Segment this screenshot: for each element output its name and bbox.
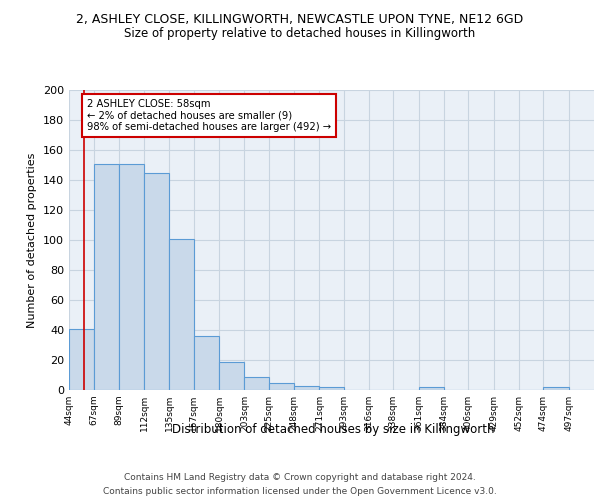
Text: Distribution of detached houses by size in Killingworth: Distribution of detached houses by size … — [172, 422, 494, 436]
Text: Size of property relative to detached houses in Killingworth: Size of property relative to detached ho… — [124, 28, 476, 40]
Bar — [94, 164, 119, 390]
Bar — [169, 238, 194, 390]
Bar — [119, 164, 144, 390]
Text: Contains public sector information licensed under the Open Government Licence v3: Contains public sector information licen… — [103, 488, 497, 496]
Bar — [419, 387, 444, 390]
Bar — [543, 387, 569, 390]
Bar — [144, 172, 169, 390]
Text: 2, ASHLEY CLOSE, KILLINGWORTH, NEWCASTLE UPON TYNE, NE12 6GD: 2, ASHLEY CLOSE, KILLINGWORTH, NEWCASTLE… — [76, 12, 524, 26]
Text: 2 ASHLEY CLOSE: 58sqm
← 2% of detached houses are smaller (9)
98% of semi-detach: 2 ASHLEY CLOSE: 58sqm ← 2% of detached h… — [86, 99, 331, 132]
Bar — [69, 328, 94, 390]
Bar — [194, 336, 219, 390]
Text: Contains HM Land Registry data © Crown copyright and database right 2024.: Contains HM Land Registry data © Crown c… — [124, 472, 476, 482]
Y-axis label: Number of detached properties: Number of detached properties — [28, 152, 37, 328]
Bar — [319, 387, 344, 390]
Bar — [269, 382, 294, 390]
Bar — [244, 376, 269, 390]
Bar — [294, 386, 319, 390]
Bar — [219, 362, 244, 390]
